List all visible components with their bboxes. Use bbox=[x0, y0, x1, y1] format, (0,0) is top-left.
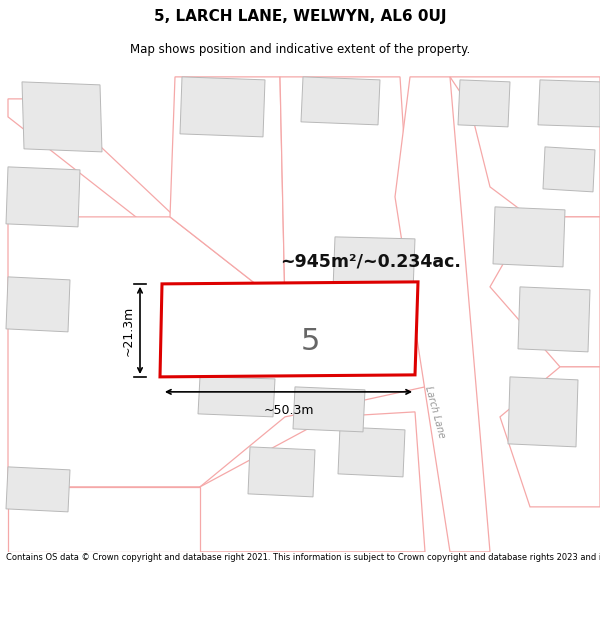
Polygon shape bbox=[490, 217, 600, 367]
Text: Contains OS data © Crown copyright and database right 2021. This information is : Contains OS data © Crown copyright and d… bbox=[6, 553, 600, 562]
Polygon shape bbox=[6, 277, 70, 332]
Polygon shape bbox=[301, 77, 380, 125]
Polygon shape bbox=[8, 487, 200, 552]
Polygon shape bbox=[538, 80, 600, 127]
Polygon shape bbox=[450, 77, 600, 217]
Polygon shape bbox=[280, 77, 415, 312]
Polygon shape bbox=[248, 447, 315, 497]
Polygon shape bbox=[293, 297, 345, 327]
Text: 5: 5 bbox=[301, 328, 320, 356]
Polygon shape bbox=[508, 377, 578, 447]
Text: Map shows position and indicative extent of the property.: Map shows position and indicative extent… bbox=[130, 42, 470, 56]
Text: Larch Lane: Larch Lane bbox=[423, 385, 447, 439]
Polygon shape bbox=[543, 147, 595, 192]
Polygon shape bbox=[198, 377, 275, 417]
Polygon shape bbox=[160, 282, 418, 377]
Polygon shape bbox=[6, 167, 80, 227]
Polygon shape bbox=[493, 207, 565, 267]
Polygon shape bbox=[458, 80, 510, 127]
Polygon shape bbox=[170, 77, 285, 307]
Polygon shape bbox=[500, 367, 600, 507]
Polygon shape bbox=[6, 467, 70, 512]
Polygon shape bbox=[518, 287, 590, 352]
Polygon shape bbox=[293, 387, 365, 432]
Polygon shape bbox=[200, 412, 425, 552]
Text: ~945m²/~0.234ac.: ~945m²/~0.234ac. bbox=[280, 253, 461, 271]
Text: ~50.3m: ~50.3m bbox=[263, 404, 314, 417]
Polygon shape bbox=[22, 82, 102, 152]
Polygon shape bbox=[8, 217, 425, 487]
Polygon shape bbox=[328, 322, 395, 372]
Polygon shape bbox=[395, 77, 490, 552]
Polygon shape bbox=[8, 99, 175, 232]
Text: 5, LARCH LANE, WELWYN, AL6 0UJ: 5, LARCH LANE, WELWYN, AL6 0UJ bbox=[154, 9, 446, 24]
Polygon shape bbox=[180, 77, 265, 137]
Polygon shape bbox=[338, 427, 405, 477]
Polygon shape bbox=[333, 237, 415, 292]
Text: ~21.3m: ~21.3m bbox=[122, 305, 135, 356]
